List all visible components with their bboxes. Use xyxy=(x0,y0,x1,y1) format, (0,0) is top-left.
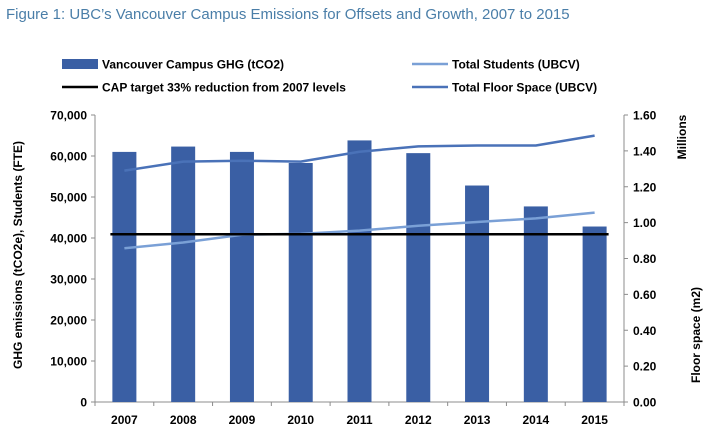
y2-axis-label: Floor space (m2) xyxy=(689,287,703,383)
bar-2009 xyxy=(229,151,254,402)
tick-labels: 0 10,000 20,000 30,000 40,000 50,000 60,000 70,… xyxy=(50,109,656,428)
y2-tick-label: 0.20 xyxy=(633,360,657,374)
x-tick-label: 2013 xyxy=(464,413,491,427)
bar-2008 xyxy=(171,146,196,402)
y-tick-label: 0 xyxy=(80,396,87,410)
legend-cap-target-label: CAP target 33% reduction from 2007 level… xyxy=(102,81,346,95)
y2-tick-label: 0.40 xyxy=(633,324,657,338)
y-axis-label: GHG emissions (tCO2e), Students (FTE) xyxy=(11,141,25,369)
bar-2007 xyxy=(112,151,137,402)
lines xyxy=(110,134,609,250)
bars xyxy=(112,140,607,403)
y2-tick-label: 0.60 xyxy=(633,288,657,302)
x-tick-label: 2008 xyxy=(170,413,197,427)
y-tick-label: 50,000 xyxy=(50,191,87,205)
floor-space-line xyxy=(124,134,595,172)
y-tick-label: 70,000 xyxy=(50,109,87,123)
y-tick-label: 40,000 xyxy=(50,232,87,246)
bar-2010 xyxy=(288,162,313,402)
x-tick-label: 2014 xyxy=(522,413,549,427)
x-tick-label: 2011 xyxy=(346,413,372,427)
y2-tick-label: 0.00 xyxy=(633,396,657,410)
bar-2014 xyxy=(523,206,548,402)
y2-tick-label: 0.80 xyxy=(633,252,657,266)
bar-2012 xyxy=(406,153,431,402)
figure-title: Figure 1: UBC’s Vancouver Campus Emissio… xyxy=(6,6,570,23)
legend-students-label: Total Students (UBCV) xyxy=(452,58,580,72)
y-tick-label: 20,000 xyxy=(50,314,87,328)
x-tick-label: 2012 xyxy=(405,413,432,427)
bar-2013 xyxy=(465,185,490,402)
y2-tick-label: 1.00 xyxy=(633,216,657,230)
bar-2011 xyxy=(347,140,372,403)
x-tick-label: 2009 xyxy=(229,413,256,427)
x-tick-label: 2010 xyxy=(287,413,314,427)
x-tick-label: 2015 xyxy=(581,413,608,427)
legend-floor-space-label: Total Floor Space (UBCV) xyxy=(452,81,597,95)
y2-axis-unit-label: Millions xyxy=(675,114,689,159)
y2-tick-label: 1.40 xyxy=(633,144,657,158)
y-tick-label: 60,000 xyxy=(50,150,87,164)
y-tick-label: 10,000 xyxy=(50,355,87,369)
students-line xyxy=(124,211,595,250)
y2-tick-label: 1.20 xyxy=(633,180,657,194)
legend-ghg-label: Vancouver Campus GHG (tCO2) xyxy=(102,58,284,72)
y-tick-label: 30,000 xyxy=(50,273,87,287)
legend: Vancouver Campus GHG (tCO2) CAP target 33… xyxy=(62,58,597,95)
x-tick-label: 2007 xyxy=(111,413,138,427)
bar-2015 xyxy=(582,226,607,402)
y2-tick-label: 1.60 xyxy=(633,109,657,123)
legend-ghg-swatch xyxy=(62,59,98,69)
